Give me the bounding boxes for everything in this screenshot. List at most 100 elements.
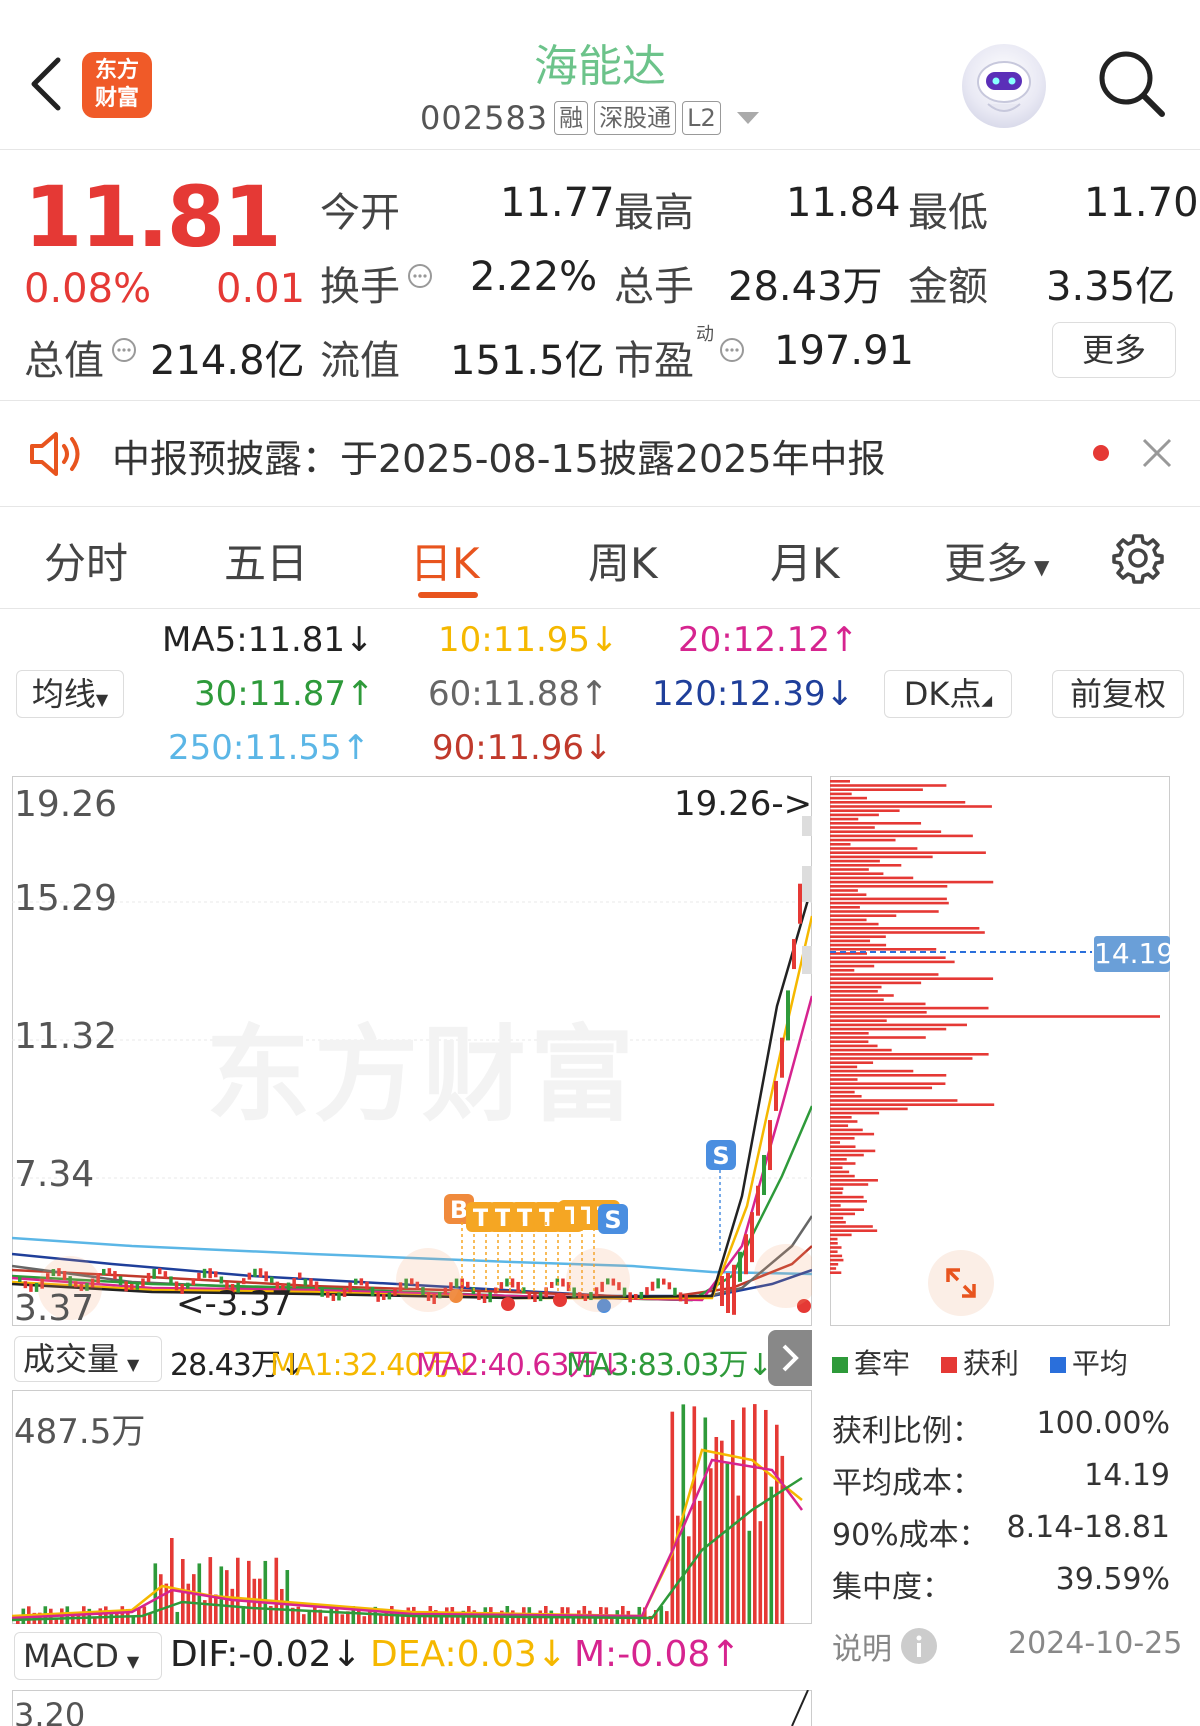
- dk-point-button[interactable]: DK点◢: [884, 670, 1012, 718]
- ma60-value: 60:11.88↑: [428, 674, 609, 714]
- chip-distribution-chart: [830, 776, 1170, 1326]
- chip-bar: [830, 872, 883, 875]
- volume-bar: [286, 1570, 290, 1624]
- volume-bar: [220, 1566, 224, 1624]
- candle: [528, 1292, 532, 1299]
- open-label: 今开: [320, 180, 400, 238]
- info-circle-icon[interactable]: [406, 262, 434, 290]
- volume-selector[interactable]: 成交量 ▼: [14, 1336, 162, 1382]
- candle: [354, 1279, 358, 1285]
- candle: [169, 1276, 173, 1284]
- chip-bar: [830, 1099, 957, 1102]
- ma120-value: 120:12.39↓: [652, 674, 854, 714]
- dropdown-arrow-icon: ▼: [96, 690, 108, 709]
- price-band: [802, 866, 812, 902]
- legend-label: 获利: [963, 1347, 1019, 1380]
- robot-assistant-icon[interactable]: [962, 44, 1046, 128]
- chip-bar: [830, 1179, 878, 1182]
- chip-bar: [830, 1011, 927, 1014]
- candle: [550, 1282, 554, 1288]
- low-label: 最低: [908, 180, 988, 238]
- candle: [780, 1038, 784, 1078]
- candle: [326, 1292, 330, 1298]
- volume-bar: [726, 1464, 730, 1624]
- volume-bar: [236, 1558, 240, 1624]
- header: 东方 财富 海能达 002583 融 深股通 L2: [0, 0, 1200, 150]
- macd-top-label: 3.20: [14, 1696, 85, 1726]
- search-icon[interactable]: [1096, 48, 1168, 120]
- more-quote-button[interactable]: 更多: [1052, 322, 1176, 378]
- float-value: 151.5亿: [450, 328, 605, 386]
- stat-value: 39.59%: [1056, 1562, 1170, 1606]
- chip-bar: [830, 906, 860, 909]
- candle: [298, 1273, 302, 1279]
- ma250-value: 250:11.55↑: [168, 728, 370, 768]
- tag-level2: L2: [682, 101, 721, 135]
- tab-daily-k[interactable]: 日K: [410, 530, 480, 591]
- watermark: 东方财富: [206, 990, 638, 1141]
- max-price-marker: 19.26->: [674, 784, 812, 824]
- y-axis-label: 19.26: [14, 784, 117, 825]
- macd-selector[interactable]: MACD ▼: [14, 1632, 162, 1680]
- candle: [124, 1281, 128, 1291]
- stock-code-row[interactable]: 002583 融 深股通 L2: [420, 98, 759, 138]
- info-circle-icon[interactable]: [110, 336, 138, 364]
- stat-label: 获利比例：: [832, 1406, 982, 1450]
- macd-panel[interactable]: [12, 1690, 812, 1726]
- amount-label: 金额: [908, 254, 988, 312]
- chip-bar: [830, 1154, 864, 1157]
- info-circle-icon[interactable]: [718, 336, 746, 364]
- chip-bar: [830, 1204, 841, 1207]
- candle: [792, 939, 796, 969]
- volume-bar: [770, 1487, 774, 1624]
- candle: [108, 1268, 112, 1275]
- divider: [0, 608, 1200, 609]
- volume-bar: [748, 1531, 752, 1624]
- tab-more[interactable]: 更多 ▼: [944, 530, 1049, 591]
- collapse-button[interactable]: [768, 1330, 812, 1386]
- tab-weekly-k[interactable]: 周K: [588, 530, 658, 591]
- candle: [130, 1284, 134, 1290]
- tab-monthly-k[interactable]: 月K: [770, 530, 840, 591]
- candle: [539, 1292, 543, 1301]
- candle: [382, 1294, 386, 1300]
- chip-bar: [830, 1082, 945, 1085]
- ma-selector[interactable]: 均线▼: [16, 670, 124, 718]
- chip-stat-row: 90%成本： 8.14-18.81: [832, 1510, 1170, 1554]
- chip-bar: [830, 839, 896, 842]
- volume-bar: [401, 1616, 405, 1624]
- close-icon[interactable]: [1140, 436, 1174, 470]
- notice-bar[interactable]: 中报预披露：于2025-08-15披露2025年中报: [0, 400, 1200, 506]
- chip-bar: [830, 822, 921, 825]
- chip-bar: [830, 986, 882, 989]
- gear-icon[interactable]: [1112, 532, 1164, 584]
- event-dot: [501, 1297, 515, 1311]
- event-dot: [553, 1293, 567, 1307]
- tab-more-label: 更多: [944, 539, 1028, 588]
- chevron-right-icon: [768, 1330, 812, 1386]
- candle: [673, 1288, 677, 1296]
- dropdown-arrow-icon[interactable]: [737, 112, 759, 124]
- turnover-value: 2.22%: [470, 254, 597, 300]
- chip-bar: [830, 1192, 842, 1195]
- tab-five-day[interactable]: 五日: [224, 530, 308, 591]
- ma10-value: 10:11.95↓: [438, 620, 619, 660]
- chip-note[interactable]: 说明: [832, 1624, 938, 1668]
- chip-bar: [830, 1040, 868, 1043]
- candle: [511, 1278, 515, 1287]
- volume-bar: [731, 1420, 735, 1624]
- chip-bar: [830, 1158, 847, 1161]
- adjust-button[interactable]: 前复权: [1052, 670, 1184, 718]
- chip-bar: [830, 847, 917, 850]
- ma-selector-label: 均线: [32, 675, 96, 713]
- price-band: [802, 946, 812, 974]
- chip-bar: [830, 1032, 869, 1035]
- chip-bar: [830, 973, 938, 976]
- tab-intraday[interactable]: 分时: [44, 530, 128, 591]
- chip-bar: [830, 1234, 852, 1237]
- expand-button[interactable]: [928, 1250, 994, 1316]
- chip-bar: [830, 1213, 855, 1216]
- candle: [248, 1273, 252, 1280]
- candle: [516, 1282, 520, 1292]
